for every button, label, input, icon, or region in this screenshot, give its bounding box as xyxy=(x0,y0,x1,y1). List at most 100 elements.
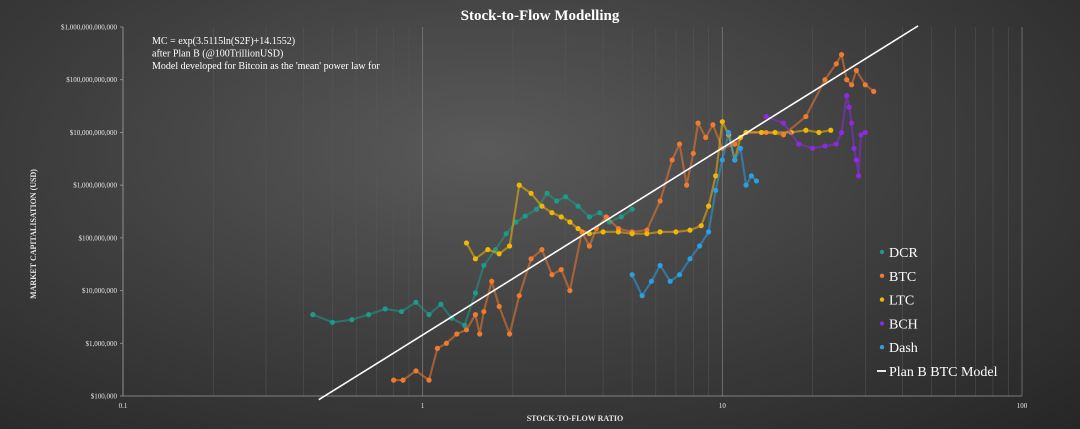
model-line xyxy=(318,25,919,401)
data-point xyxy=(822,143,828,149)
legend-dot-marker xyxy=(879,345,885,350)
data-point xyxy=(554,198,560,204)
data-point xyxy=(575,225,581,232)
data-point xyxy=(413,368,419,374)
data-point xyxy=(748,173,754,179)
data-point xyxy=(687,227,693,233)
data-point xyxy=(349,317,355,323)
data-point xyxy=(472,290,479,296)
data-point xyxy=(513,219,519,225)
data-point xyxy=(639,293,645,299)
data-point xyxy=(382,306,388,312)
x-tick-label: 10 xyxy=(719,402,727,410)
series-dcr xyxy=(310,190,635,328)
data-point xyxy=(743,182,749,188)
data-point xyxy=(438,301,444,307)
data-point xyxy=(809,145,816,151)
data-point xyxy=(732,141,738,147)
data-point xyxy=(822,77,828,83)
series-btc xyxy=(391,51,877,383)
data-point xyxy=(673,229,679,235)
data-point xyxy=(516,293,522,299)
data-point xyxy=(600,229,606,235)
data-point xyxy=(563,194,569,200)
data-point xyxy=(796,141,802,147)
data-point xyxy=(780,120,787,126)
data-point xyxy=(713,187,719,193)
data-point xyxy=(597,210,603,216)
y-tick-label: $10,000,000 xyxy=(82,287,118,295)
data-point xyxy=(544,190,550,196)
data-point xyxy=(710,122,716,128)
data-point xyxy=(586,214,592,220)
data-point xyxy=(463,327,470,333)
axes-layer: $100,000 $1,000,000 $10,000,000 $100,000,00… xyxy=(61,24,1028,411)
data-point xyxy=(851,145,857,151)
data-point xyxy=(567,287,573,294)
series-plan-b-btc-model xyxy=(318,25,919,401)
data-point xyxy=(862,82,868,88)
data-point xyxy=(648,278,655,284)
data-point xyxy=(713,173,719,179)
x-tick-label: 1 xyxy=(421,402,425,410)
data-point xyxy=(763,113,769,120)
data-point xyxy=(391,377,397,383)
data-point xyxy=(463,240,470,246)
x-tick-label: 100 xyxy=(1017,402,1028,410)
data-point xyxy=(549,272,555,278)
data-point xyxy=(657,229,663,235)
chart-title: Stock-to-Flow Modelling xyxy=(461,8,620,24)
legend-item-btc: BTC xyxy=(879,270,916,285)
data-point xyxy=(698,223,704,229)
data-point xyxy=(780,132,787,138)
data-point xyxy=(667,278,673,284)
data-point xyxy=(657,198,663,204)
data-point xyxy=(481,308,487,315)
data-point xyxy=(853,157,859,163)
x-axis-title: STOCK-TO-FLOW RATIO xyxy=(527,414,624,423)
y-tick-label: $100,000 xyxy=(91,393,118,401)
y-tick-label: $10,000,000,000 xyxy=(70,129,118,137)
series-trail xyxy=(631,132,758,298)
data-point xyxy=(644,231,650,237)
y-axis-title: MARKET CAPITALISATION (USD) xyxy=(29,169,38,299)
data-point xyxy=(853,67,859,74)
data-point xyxy=(398,308,405,315)
data-point xyxy=(496,303,502,310)
x-tick-label: 0.1 xyxy=(119,402,128,410)
data-point xyxy=(816,129,822,136)
data-point xyxy=(481,262,487,269)
data-point xyxy=(539,203,545,209)
legend-label: Plan B BTC Model xyxy=(889,365,998,380)
data-point xyxy=(618,214,624,220)
data-point xyxy=(516,182,522,188)
data-point xyxy=(703,134,709,141)
legend-item-dcr: DCR xyxy=(879,246,918,261)
data-point xyxy=(615,229,622,235)
data-point xyxy=(669,157,675,163)
data-point xyxy=(676,141,683,147)
series-dash xyxy=(629,129,760,299)
data-point xyxy=(461,322,468,328)
series-layer xyxy=(310,25,919,401)
annotation-layer: MC = exp(3.5115ln(S2F)+14.1552) after Pla… xyxy=(152,36,380,72)
data-point xyxy=(758,129,764,136)
data-point xyxy=(871,88,877,95)
data-point xyxy=(434,345,441,351)
legend-label: DCR xyxy=(889,246,918,261)
data-point xyxy=(365,312,372,318)
data-point xyxy=(485,246,491,253)
data-point xyxy=(846,104,852,110)
legend-dot-marker xyxy=(879,321,885,326)
data-point xyxy=(732,157,738,163)
data-point xyxy=(558,266,564,273)
legend-dot-marker xyxy=(879,273,885,278)
data-point xyxy=(844,77,850,83)
series-bch xyxy=(763,92,868,179)
y-tick-label: $1,000,000,000,000 xyxy=(61,24,118,32)
data-point xyxy=(848,120,855,126)
data-point xyxy=(567,219,573,225)
data-point xyxy=(856,173,862,179)
data-point xyxy=(534,206,540,212)
data-point xyxy=(575,203,581,209)
